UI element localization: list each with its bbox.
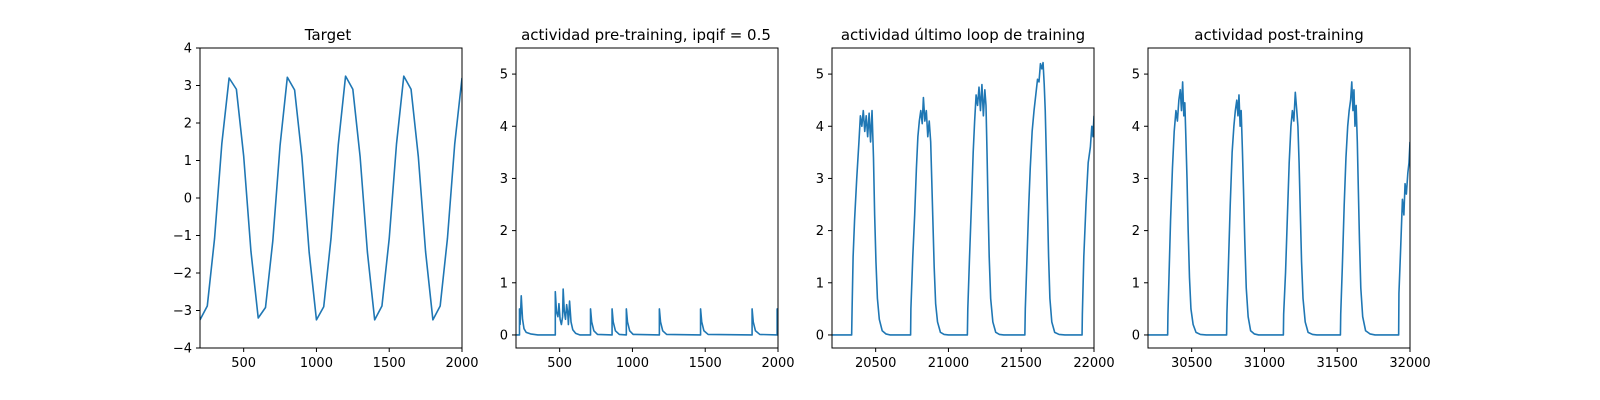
y-tick-label: 1 [184,154,192,169]
series-line [516,288,778,336]
y-tick-label: 4 [500,120,508,135]
x-tick-label: 30500 [1171,356,1212,371]
y-tick-label: 3 [500,172,508,187]
subplot-title: actividad post-training [1194,26,1363,44]
y-tick-label: −2 [173,267,192,282]
x-tick-label: 1000 [300,356,333,371]
axes-frame [1147,47,1411,349]
subplot-pre-training: actividad pre-training, ipqif = 0.5 500 1… [500,26,795,371]
y-tick-label: 3 [184,79,192,94]
subplot-title: Target [304,26,352,44]
subplot-title: actividad último loop de training [841,26,1085,44]
y-tick-label: −4 [173,342,192,357]
y-tick-label: 2 [500,224,508,239]
x-tick-label: 21000 [928,356,969,371]
y-tick-label: 1 [500,276,508,291]
y-tick-label: 2 [816,224,824,239]
x-tick-label: 1500 [373,356,406,371]
x-tick-label: 2000 [761,356,794,371]
y-tick-label: 3 [816,172,824,187]
x-tick-label: 500 [547,356,572,371]
y-tick-label: −1 [173,229,192,244]
plot-area [832,61,1094,336]
y-tick-label: 0 [184,192,192,207]
y-tick-label: 1 [1132,276,1140,291]
series-line [200,75,462,321]
subplot-last-training-loop: actividad último loop de training 20500 2… [816,26,1115,371]
y-tick-label: 3 [1132,172,1140,187]
plot-area [1148,81,1410,336]
subplot-title: actividad pre-training, ipqif = 0.5 [521,26,771,44]
y-tick-label: −3 [173,304,192,319]
y-tick-label: 4 [184,42,192,57]
plot-area [516,288,778,336]
x-tick-label: 2000 [445,356,478,371]
axes-frame [515,47,779,349]
y-tick-label: 0 [500,328,508,343]
plot-area [200,75,462,321]
x-tick-label: 31500 [1317,356,1358,371]
y-tick-label: 4 [816,120,824,135]
x-tick-label: 1000 [616,356,649,371]
subplot-target: Target 500 1000 1500 2000 −4 −3 −2 −1 0 1 2 3 4 [173,26,479,371]
y-tick-label: 4 [1132,120,1140,135]
y-tick-label: 2 [184,117,192,132]
y-tick-label: 5 [816,68,824,83]
x-tick-label: 21500 [1001,356,1042,371]
x-tick-label: 20500 [855,356,896,371]
axes-frame [831,47,1095,349]
y-tick-label: 5 [1132,68,1140,83]
series-line [1148,81,1410,336]
x-tick-label: 500 [231,356,256,371]
y-tick-label: 0 [816,328,824,343]
y-tick-label: 1 [816,276,824,291]
x-tick-label: 1500 [689,356,722,371]
series-line [832,61,1094,336]
x-tick-label: 22000 [1073,356,1114,371]
x-tick-label: 32000 [1389,356,1430,371]
subplot-post-training: actividad post-training 30500 31000 31500 3… [1132,26,1431,371]
y-tick-label: 2 [1132,224,1140,239]
x-tick-label: 31000 [1244,356,1285,371]
y-tick-label: 0 [1132,328,1140,343]
y-tick-label: 5 [500,68,508,83]
